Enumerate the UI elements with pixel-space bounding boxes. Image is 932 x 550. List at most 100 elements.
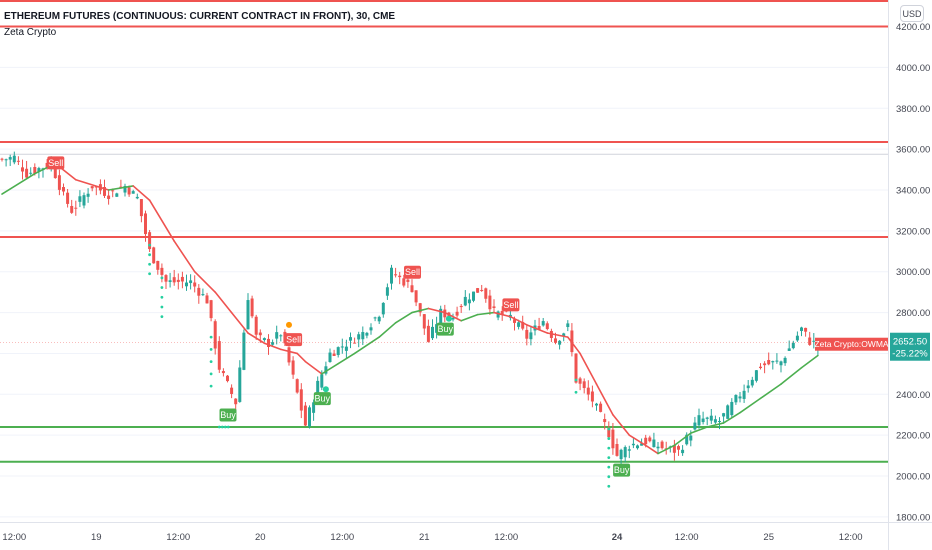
candle [521, 321, 525, 329]
signal-dot [160, 305, 164, 309]
candle [238, 367, 242, 402]
candle [349, 337, 352, 341]
signal-buy: Buy [219, 408, 237, 422]
candle [746, 385, 750, 389]
signal-dot [226, 425, 230, 429]
wma-line [353, 336, 381, 355]
y-tick-label: 3600.00 [896, 145, 930, 156]
x-tick-label: 25 [763, 532, 774, 543]
candle [554, 338, 557, 343]
candle [66, 192, 70, 204]
candle [713, 419, 717, 423]
candle [316, 380, 320, 397]
x-tick-label: 19 [91, 532, 102, 543]
candle [160, 267, 164, 275]
candle [418, 303, 422, 313]
candle [209, 300, 213, 319]
y-tick-label: 2800.00 [896, 308, 930, 319]
x-tick-label: 12:00 [839, 532, 863, 543]
candle [631, 443, 635, 446]
wma-line [230, 311, 249, 334]
wma-line [476, 311, 495, 316]
signal-dot [217, 425, 221, 429]
wma-line [132, 185, 151, 202]
signal-badge [47, 156, 65, 170]
candle [353, 342, 357, 344]
signal-dot [160, 295, 164, 299]
signal-dot [209, 347, 213, 351]
candle [172, 277, 176, 283]
candle [242, 332, 246, 370]
candle [291, 360, 295, 375]
candle [611, 429, 615, 449]
candle [718, 420, 721, 422]
candle [537, 325, 541, 330]
candle [385, 287, 389, 296]
signal-dot [607, 484, 611, 488]
candle [582, 381, 586, 389]
x-tick-label: 12:00 [330, 532, 354, 543]
candle [201, 294, 205, 296]
candle [29, 172, 33, 174]
candle [787, 348, 791, 351]
signal-badge [502, 298, 520, 312]
wma-line [75, 178, 110, 191]
candle [484, 288, 488, 299]
candle [480, 289, 484, 291]
signal-dot [220, 425, 224, 429]
candle [336, 347, 340, 355]
signal-label: Buy [438, 324, 454, 334]
candle [742, 390, 746, 399]
candle [439, 308, 443, 323]
wma-line [337, 352, 356, 365]
candle [193, 282, 197, 287]
candle [258, 332, 262, 336]
candle [426, 325, 430, 342]
candle [103, 187, 106, 196]
candle [221, 371, 225, 374]
symbol-title: ETHEREUM FUTURES (CONTINUOUS: CURRENT CO… [4, 11, 396, 22]
signal-dot [607, 475, 611, 479]
candle [672, 445, 676, 453]
y-tick-label: 2400.00 [896, 390, 930, 401]
candle [492, 306, 496, 308]
currency-button[interactable]: USD [900, 5, 924, 22]
candle [287, 347, 291, 363]
x-tick-label: 12:00 [494, 532, 518, 543]
candle [53, 166, 57, 179]
candle [771, 361, 775, 363]
candle [566, 323, 570, 328]
candle [435, 324, 439, 333]
candle [562, 333, 566, 337]
y-tick-label: 4000.00 [896, 63, 930, 74]
wma-line [759, 383, 782, 400]
candle [86, 193, 90, 197]
wma-label-box [815, 337, 888, 351]
candle [324, 366, 328, 374]
candle [590, 391, 594, 402]
x-tick-label: 12:00 [166, 532, 190, 543]
wma-line [546, 332, 569, 338]
wma-line [612, 413, 631, 436]
wma-line [443, 311, 463, 322]
wma-line [320, 362, 340, 375]
candle [312, 402, 316, 413]
wma-line [304, 360, 323, 375]
wma-line [566, 336, 581, 355]
candle [390, 267, 393, 284]
signal-dot [607, 465, 611, 469]
candle [730, 401, 734, 416]
candle [107, 195, 111, 199]
candle [90, 186, 94, 189]
signal-dot [209, 384, 213, 388]
candle [574, 353, 578, 383]
wma-line [673, 432, 692, 447]
wma-line [689, 426, 709, 434]
candle [135, 196, 139, 199]
candle [394, 274, 398, 276]
wma-line [706, 422, 725, 428]
wma-line [739, 397, 762, 414]
candle [808, 337, 812, 345]
candle [701, 418, 705, 423]
